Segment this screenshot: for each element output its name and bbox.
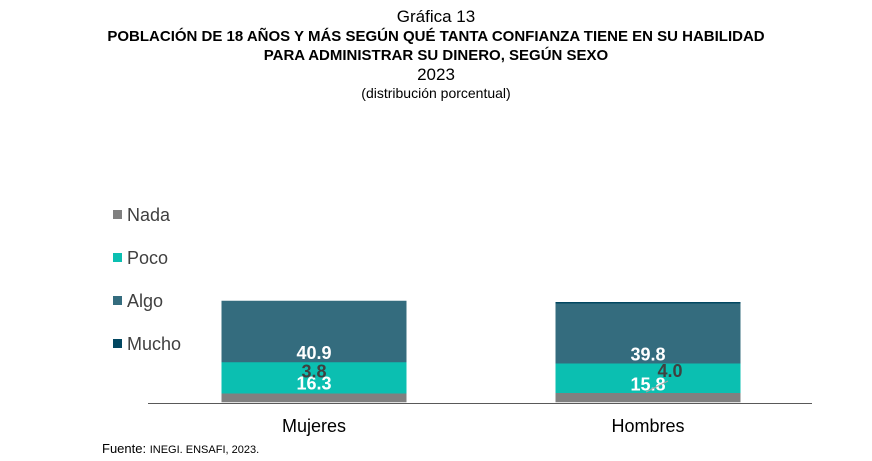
legend-swatch-nada [113, 210, 122, 219]
legend-label-algo: Algo [127, 291, 163, 311]
chart-label: Gráfica 13 [396, 7, 476, 26]
data-label-algo-hombres: 39.8 [630, 344, 665, 364]
data-label-poco-hombres: 15.8 [630, 374, 665, 394]
category-label-hombres: Hombres [611, 416, 684, 436]
data-label-nada-hombres: 4.0 [657, 361, 682, 381]
legend-label-nada: Nada [127, 205, 171, 225]
bar-segment-nada-mujeres [221, 393, 407, 403]
chart-year: 2023 [417, 65, 455, 84]
legend-swatch-algo [113, 296, 122, 305]
chart-title-line-1: POBLACIÓN DE 18 AÑOS Y MÁS SEGÚN QUÉ TAN… [107, 28, 765, 45]
legend-label-poco: Poco [127, 248, 168, 268]
data-label-leader-line [645, 380, 669, 393]
source-note: Fuente: INEGI. ENSAFI, 2023. [102, 441, 259, 456]
legend-label-mucho: Mucho [127, 334, 181, 354]
source-text: INEGI. ENSAFI, 2023. [149, 444, 260, 456]
data-label-nada-mujeres: 3.8 [301, 362, 326, 382]
data-label-algo-mujeres: 40.9 [296, 343, 331, 363]
source-prefix: Fuente: [102, 441, 150, 456]
legend-swatch-mucho [113, 339, 122, 348]
data-label-poco-mujeres: 16.3 [296, 374, 331, 394]
category-label-mujeres: Mujeres [282, 416, 346, 436]
legend-swatch-poco [113, 253, 122, 262]
chart-title-line-2: PARA ADMINISTRAR SU DINERO, SEGÚN SEXO [263, 47, 609, 64]
chart-subtitle: (distribución porcentual) [361, 85, 511, 101]
bar-segment-nada-hombres [555, 393, 741, 403]
